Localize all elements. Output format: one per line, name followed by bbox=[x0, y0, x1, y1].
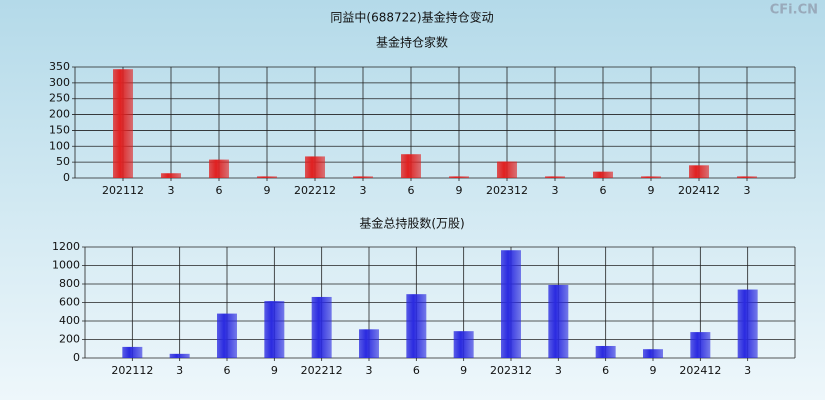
bar bbox=[690, 332, 711, 358]
x-tick-label: 202112 bbox=[111, 364, 153, 377]
bar bbox=[449, 176, 469, 178]
bar bbox=[545, 176, 565, 178]
y-tick-label: 1200 bbox=[52, 240, 80, 253]
chart-subtitle: 基金持仓家数 bbox=[376, 35, 448, 50]
x-tick-label: 3 bbox=[555, 364, 562, 377]
bar bbox=[161, 173, 181, 178]
bar bbox=[257, 176, 277, 178]
x-tick-label: 202212 bbox=[301, 364, 343, 377]
x-tick-label: 202312 bbox=[486, 184, 528, 197]
x-tick-label: 3 bbox=[366, 364, 373, 377]
bar bbox=[501, 250, 521, 358]
bar bbox=[641, 176, 661, 178]
y-tick-label: 150 bbox=[49, 123, 70, 136]
y-tick-label: 0 bbox=[73, 351, 80, 364]
bar bbox=[548, 284, 569, 358]
y-tick-label: 300 bbox=[49, 76, 70, 89]
watermark: CFi.CN bbox=[770, 3, 818, 18]
x-tick-label: 6 bbox=[600, 184, 607, 197]
y-tick-label: 400 bbox=[59, 314, 80, 327]
y-tick-label: 250 bbox=[49, 92, 70, 105]
x-tick-label: 3 bbox=[744, 364, 751, 377]
y-tick-label: 350 bbox=[49, 60, 70, 73]
x-tick-label: 3 bbox=[168, 184, 175, 197]
x-tick-label: 202412 bbox=[679, 364, 721, 377]
bar bbox=[264, 301, 285, 358]
chart-title: 同益中(688722)基金持仓变动 bbox=[330, 10, 493, 25]
bar bbox=[359, 329, 379, 358]
bar bbox=[595, 345, 616, 358]
x-tick-label: 9 bbox=[648, 184, 655, 197]
x-tick-label: 9 bbox=[264, 184, 271, 197]
x-tick-label: 202212 bbox=[294, 184, 336, 197]
y-tick-label: 1000 bbox=[52, 259, 80, 272]
y-tick-label: 800 bbox=[59, 277, 80, 290]
y-tick-label: 600 bbox=[59, 296, 80, 309]
x-tick-label: 3 bbox=[176, 364, 183, 377]
x-tick-label: 6 bbox=[413, 364, 420, 377]
x-tick-label: 3 bbox=[360, 184, 367, 197]
x-tick-label: 9 bbox=[456, 184, 463, 197]
chart-subtitle: 基金总持股数(万股) bbox=[359, 216, 464, 231]
x-tick-label: 202312 bbox=[490, 364, 532, 377]
bar bbox=[593, 171, 613, 178]
bar bbox=[643, 349, 663, 358]
bar bbox=[113, 69, 133, 178]
bar bbox=[737, 289, 758, 358]
bar bbox=[209, 159, 229, 178]
x-tick-label: 6 bbox=[408, 184, 415, 197]
x-tick-label: 3 bbox=[552, 184, 559, 197]
bar bbox=[311, 296, 332, 358]
bar bbox=[217, 313, 237, 358]
x-tick-label: 6 bbox=[224, 364, 231, 377]
x-tick-label: 202112 bbox=[102, 184, 144, 197]
bar bbox=[406, 294, 427, 358]
y-tick-label: 200 bbox=[59, 333, 80, 346]
bar bbox=[305, 156, 325, 178]
x-tick-label: 9 bbox=[650, 364, 657, 377]
bar bbox=[737, 176, 757, 178]
y-tick-label: 50 bbox=[56, 155, 70, 168]
bar bbox=[689, 165, 709, 178]
x-tick-label: 202412 bbox=[678, 184, 720, 197]
bar bbox=[401, 154, 421, 178]
y-tick-label: 200 bbox=[49, 108, 70, 121]
y-tick-label: 0 bbox=[63, 171, 70, 184]
x-tick-label: 3 bbox=[744, 184, 751, 197]
y-tick-label: 100 bbox=[49, 139, 70, 152]
x-tick-label: 9 bbox=[460, 364, 467, 377]
bar bbox=[453, 331, 474, 358]
bar bbox=[497, 161, 517, 178]
bar bbox=[353, 176, 373, 178]
bar bbox=[122, 346, 143, 358]
x-tick-label: 6 bbox=[216, 184, 223, 197]
x-tick-label: 6 bbox=[602, 364, 609, 377]
x-tick-label: 9 bbox=[271, 364, 278, 377]
bar bbox=[169, 353, 190, 358]
